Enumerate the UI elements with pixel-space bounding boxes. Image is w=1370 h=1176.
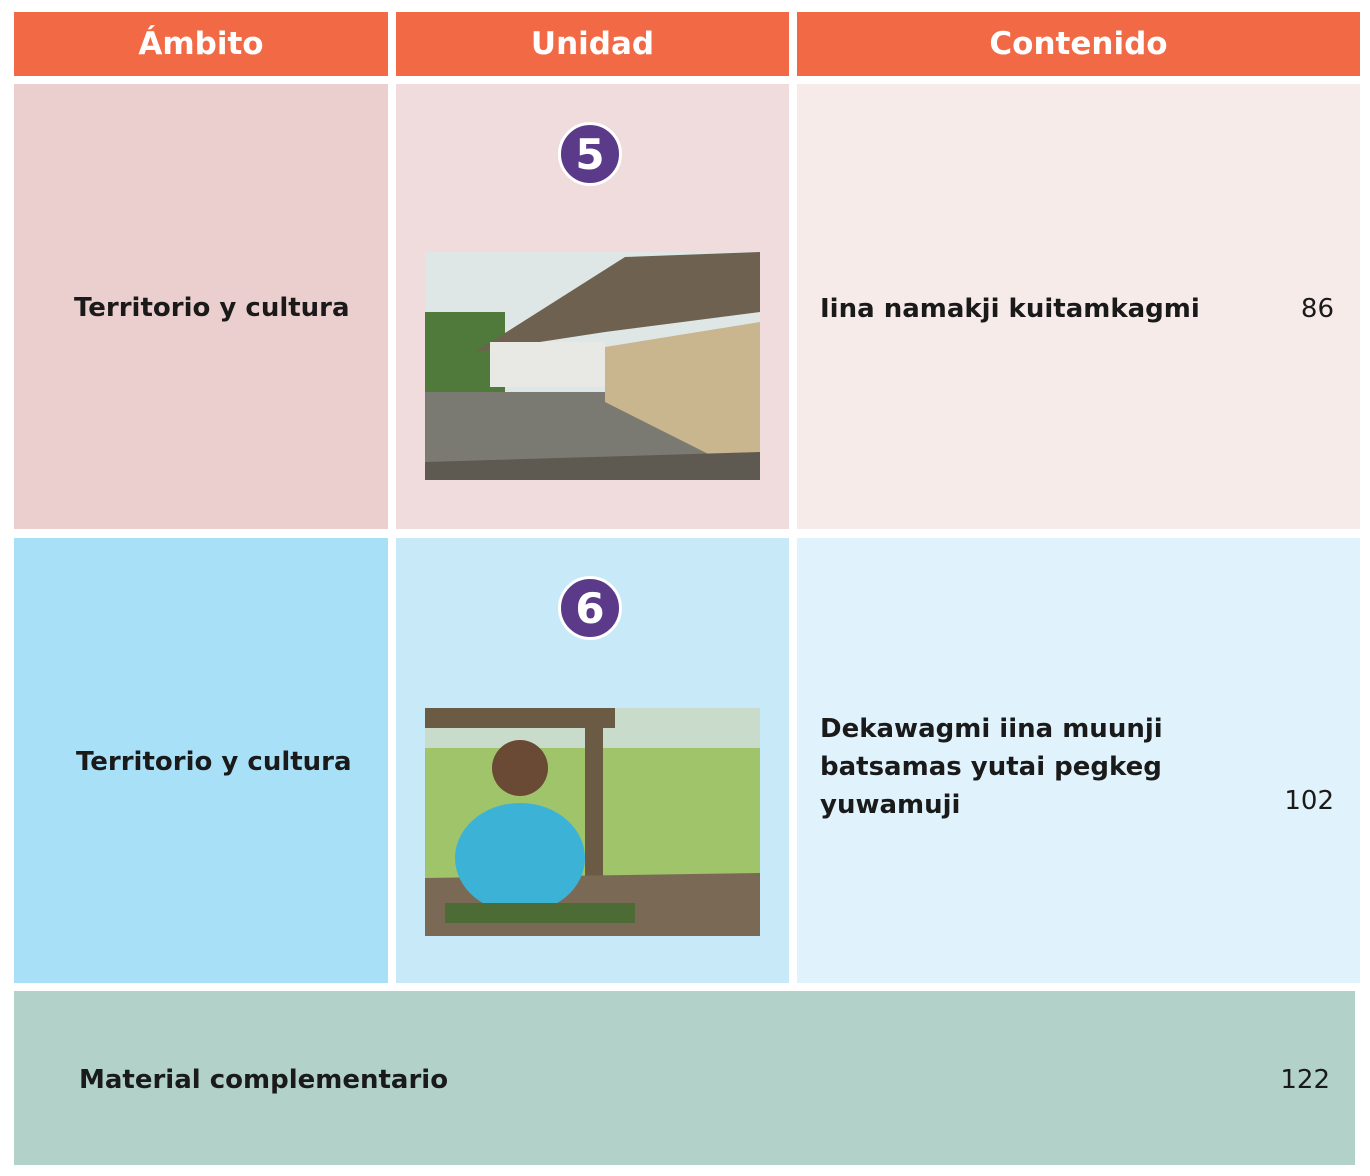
- content: Dekawagmi iina muunji batsamas yutai peg…: [820, 714, 1163, 820]
- footer-label: Material complementario: [79, 1065, 449, 1095]
- page-number: 86: [1300, 294, 1334, 324]
- header-cell: Ámbito: [14, 12, 388, 76]
- page-number: 102: [1284, 786, 1334, 816]
- photo: [425, 252, 760, 480]
- footer-row: [14, 991, 1355, 1165]
- ambito: Territorio y cultura: [74, 293, 350, 323]
- content: Iina namakji kuitamkagmi: [820, 294, 1200, 324]
- cell: [14, 84, 388, 529]
- cell: [797, 538, 1360, 983]
- unit-badge: 6: [558, 576, 622, 640]
- cell: [797, 84, 1360, 529]
- page-number: 122: [1280, 1065, 1330, 1095]
- photo: [425, 708, 760, 936]
- header-cell: Unidad: [396, 12, 789, 76]
- unit-badge: 5: [558, 122, 622, 186]
- cell: [14, 538, 388, 983]
- header-cell: Contenido: [797, 12, 1360, 76]
- ambito: Territorio y cultura: [76, 747, 352, 777]
